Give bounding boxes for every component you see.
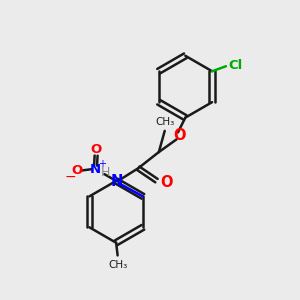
Text: CH₃: CH₃ bbox=[155, 117, 174, 127]
Text: H: H bbox=[101, 166, 110, 178]
Text: N: N bbox=[90, 163, 101, 176]
Text: O: O bbox=[160, 175, 172, 190]
Text: O: O bbox=[91, 142, 102, 156]
Text: N: N bbox=[111, 174, 123, 189]
Text: CH₃: CH₃ bbox=[108, 260, 127, 270]
Text: O: O bbox=[173, 128, 186, 143]
Text: −: − bbox=[64, 170, 76, 184]
Text: O: O bbox=[71, 164, 82, 177]
Text: Cl: Cl bbox=[228, 59, 243, 72]
Text: +: + bbox=[98, 159, 106, 169]
